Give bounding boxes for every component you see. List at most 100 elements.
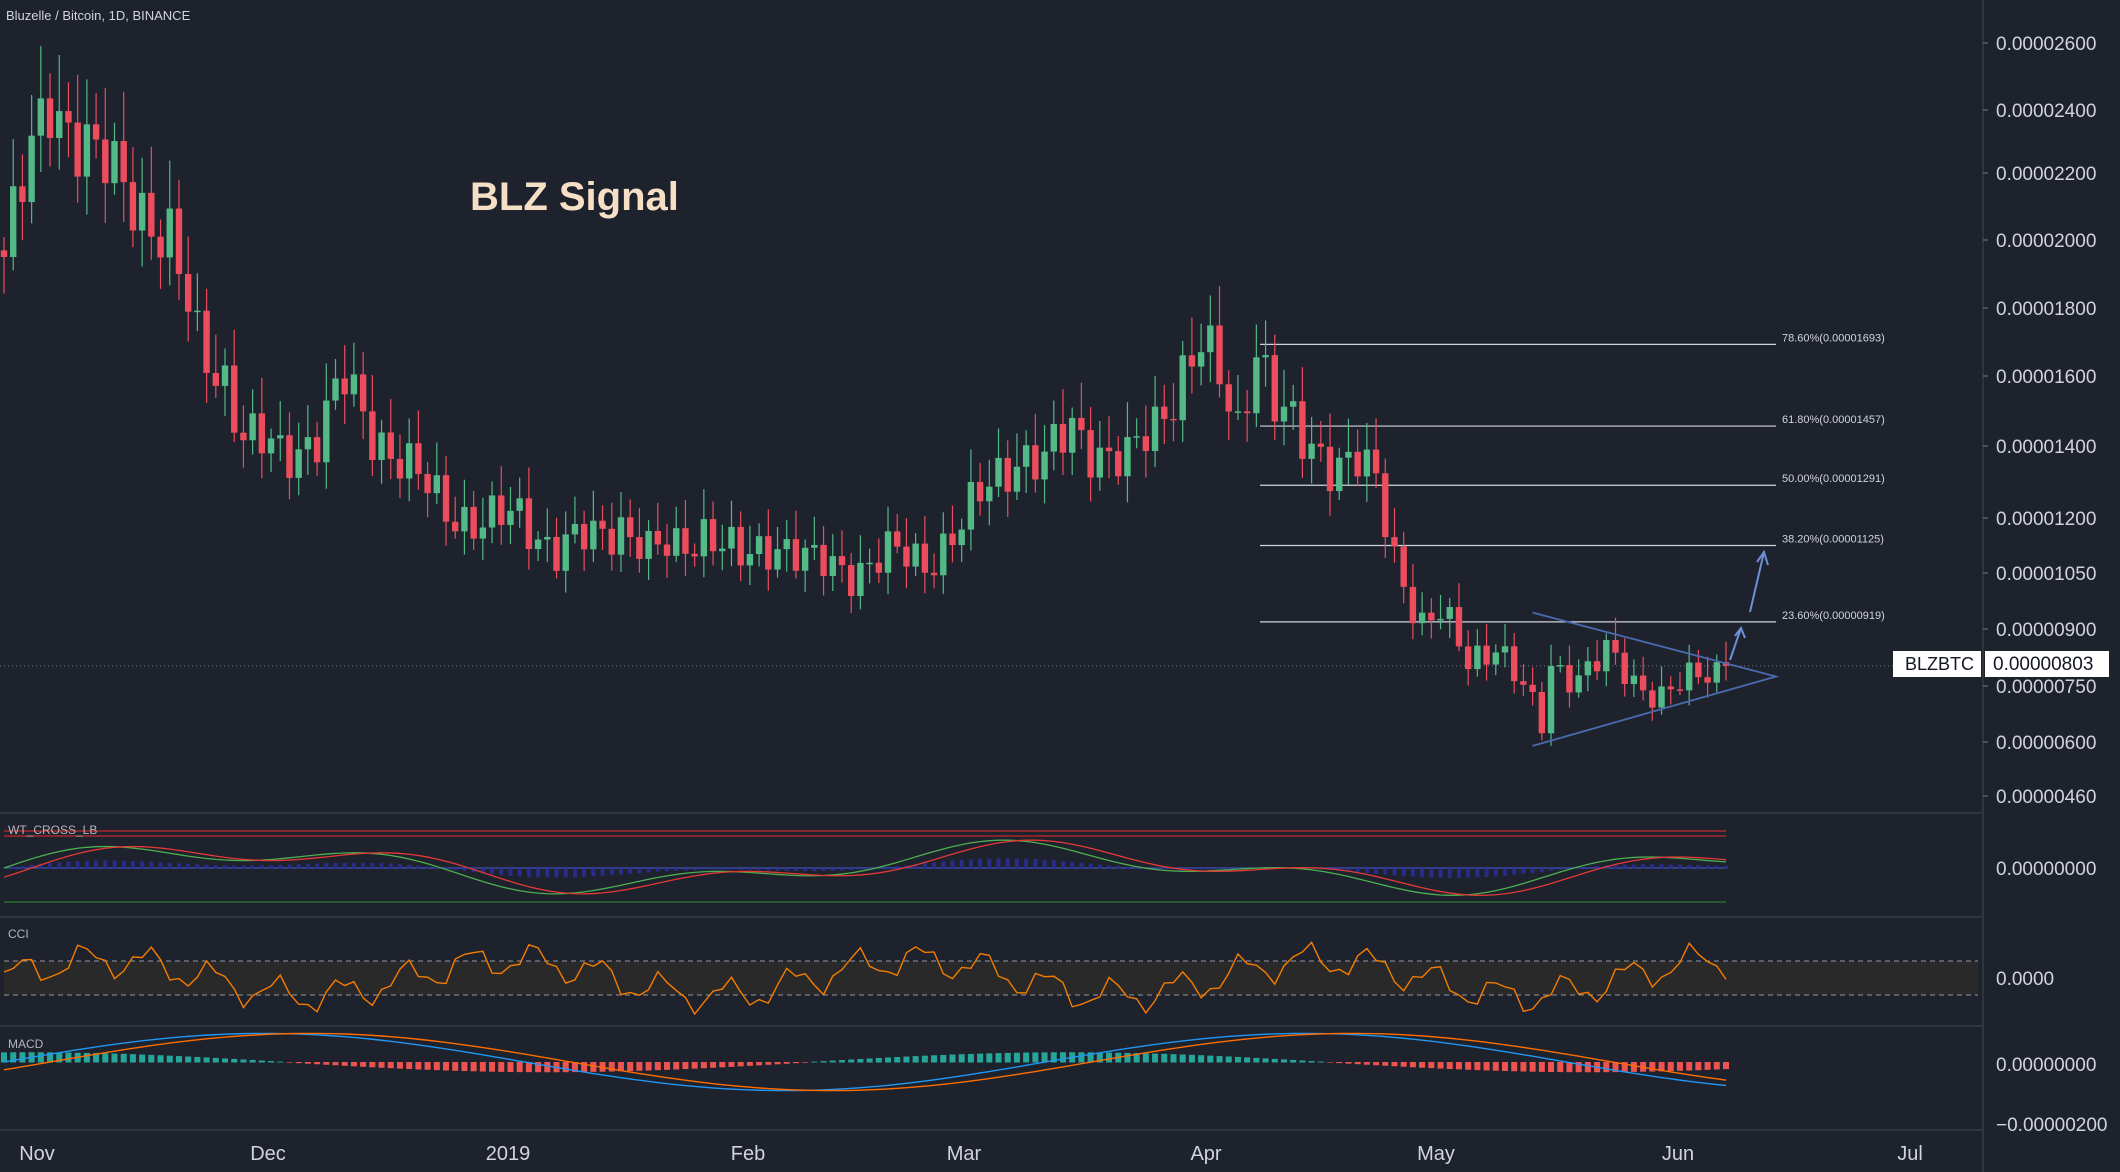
wt-histogram-bar <box>978 858 983 869</box>
triangle-pattern[interactable] <box>1532 549 1780 747</box>
macd-histogram-bar <box>415 1062 422 1070</box>
macd-histogram-bar <box>470 1062 477 1072</box>
wt-histogram-bar <box>812 868 817 872</box>
macd-histogram-bar <box>1023 1052 1030 1063</box>
candle-body <box>884 531 892 573</box>
macd-histogram-bar <box>949 1054 956 1063</box>
indicator-tick-label: −0.00000200 <box>1996 1115 2107 1136</box>
symbol-tag-box <box>1893 651 1981 677</box>
wt-histogram-bar <box>665 868 670 872</box>
candle-body <box>1336 457 1343 492</box>
wt-histogram-bar <box>1014 858 1019 869</box>
macd-histogram-bar <box>314 1062 321 1065</box>
candle-body <box>1612 640 1619 653</box>
candle-body <box>479 527 487 539</box>
wt-histogram-bar <box>453 868 458 871</box>
time-tick-label: Feb <box>731 1143 765 1165</box>
fib-label: 78.60%(0.00001693) <box>1782 332 1885 344</box>
wt-histogram-bar <box>784 868 789 871</box>
wt-histogram-bar <box>1217 868 1222 870</box>
candle-body <box>1621 652 1628 685</box>
wt-histogram-bar <box>1189 868 1194 870</box>
macd-histogram-bar <box>774 1062 781 1065</box>
wt-histogram-bar <box>618 868 623 875</box>
macd-histogram-bar <box>1520 1062 1527 1072</box>
price-axis[interactable]: 0.00002600 0.00002400 0.00002200 0.00002000… <box>1983 34 2107 1136</box>
wt-histogram-bar <box>1051 860 1056 869</box>
candle-body <box>221 365 229 386</box>
macd-pane-label: MACD <box>8 1037 44 1051</box>
candle-body <box>1170 418 1177 421</box>
macd-histogram-bar <box>10 1052 17 1063</box>
signal-line <box>3 1032 1727 1092</box>
candle-body <box>1032 445 1039 480</box>
macd-histogram-bar <box>894 1057 901 1063</box>
wt-histogram-bar <box>66 861 71 869</box>
wt-histogram-bar <box>416 865 421 869</box>
wt-histogram-bar <box>149 861 154 869</box>
macd-histogram-bar <box>571 1062 578 1073</box>
price-tick-label: 0.00002400 <box>1996 101 2096 122</box>
macd-histogram-bar <box>157 1055 164 1063</box>
wt-histogram-bar <box>895 866 900 869</box>
macd-histogram-bar <box>433 1062 440 1071</box>
macd-histogram-bar <box>1557 1062 1564 1073</box>
wt-histogram-bar <box>1125 866 1130 869</box>
wt-histogram-bar <box>674 868 679 871</box>
wt1-line <box>3 839 1727 896</box>
macd-histogram-bar <box>1409 1062 1416 1068</box>
wt-histogram-bar <box>1153 868 1158 869</box>
wt-histogram-bar <box>1438 868 1443 878</box>
macd-histogram-bar <box>258 1060 265 1063</box>
candle-body <box>488 495 496 528</box>
candle-body <box>28 135 35 203</box>
candle-body <box>74 122 81 177</box>
macd-histogram-bar <box>931 1055 938 1063</box>
macd-histogram-bar <box>967 1053 974 1063</box>
macd-histogram-bar <box>1382 1062 1389 1066</box>
wt-histogram-bar <box>987 858 992 869</box>
macd-histogram-bar <box>820 1061 827 1063</box>
candle-body <box>120 141 127 183</box>
fibonacci-retracement[interactable]: 78.60%(0.00001693) 61.80%(0.00001457) 50.0… <box>1260 332 1885 623</box>
wt-histogram-bar <box>932 862 937 869</box>
price-tick-label: 0.00001800 <box>1996 299 2096 320</box>
macd-histogram-bar <box>700 1062 707 1069</box>
macd-histogram-bar <box>1059 1052 1066 1063</box>
wt-histogram-bar <box>140 861 145 869</box>
wt-histogram-bar <box>876 867 881 869</box>
candle-body <box>949 533 956 546</box>
wt-histogram-bar <box>803 868 808 872</box>
macd-histogram-bar <box>507 1062 514 1073</box>
macd-histogram-bar <box>903 1056 910 1063</box>
breakout-arrow-short <box>1729 627 1742 661</box>
wt-histogram-bar <box>75 861 80 869</box>
candle-body <box>231 365 238 433</box>
macd-histogram-bar <box>1437 1062 1444 1069</box>
wt-histogram-bar <box>839 868 844 871</box>
candle-body <box>986 486 993 502</box>
candle-body <box>203 310 210 373</box>
time-tick-label: Mar <box>947 1143 982 1165</box>
candle-body <box>1243 411 1251 414</box>
wt-histogram-bar <box>1447 868 1452 879</box>
macd-histogram-bar <box>111 1053 118 1063</box>
candle-body <box>930 572 938 576</box>
macd-histogram-bar <box>277 1061 284 1063</box>
macd-histogram-bar <box>617 1062 624 1072</box>
wt-histogram-bar <box>48 862 53 869</box>
time-axis[interactable]: Nov Dec 2019 Feb Mar Apr May Jun Jul <box>19 1143 1923 1165</box>
wt-histogram-bar <box>1641 864 1646 869</box>
wt-histogram-bar <box>1309 868 1314 870</box>
candle-body <box>1446 607 1453 619</box>
triangle-outline[interactable] <box>1532 611 1780 747</box>
macd-histogram-bar <box>682 1062 689 1070</box>
candle-body <box>111 141 118 184</box>
candle-body <box>1511 646 1518 682</box>
candle-body <box>37 98 45 136</box>
wt-histogram-bar <box>259 865 264 869</box>
wt-histogram-bar <box>176 863 181 869</box>
wt-histogram-bar <box>1714 865 1719 869</box>
indicator-tick-label: 0.00000000 <box>1996 859 2096 880</box>
